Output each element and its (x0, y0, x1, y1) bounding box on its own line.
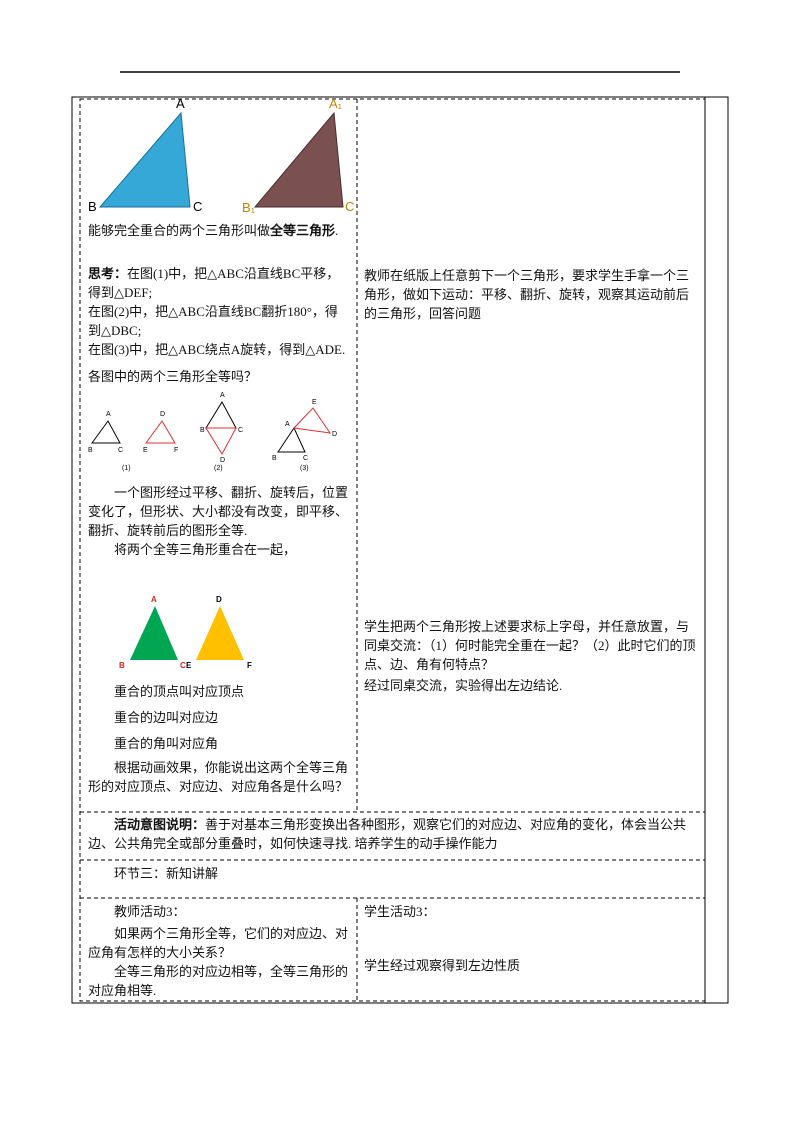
fig-label: B (119, 661, 125, 670)
fig-label: E (186, 661, 192, 670)
paragraph: 将两个全等三角形重合在一起， (114, 542, 297, 557)
paragraph: 根据动画效果，你能说出这两个全等三角形的对应顶点、对应边、对应角各是什么吗？ (88, 760, 349, 794)
triangle-abc (98, 111, 191, 208)
fig-label: A (176, 96, 185, 111)
fig-label: B (88, 199, 97, 214)
fig-label: B₁ (242, 200, 256, 215)
paragraph: 重合的角叫对应角 (114, 736, 219, 751)
fig-label: B (200, 427, 205, 434)
text: . (335, 223, 339, 238)
table-borders (71, 96, 729, 1004)
fig-label: A (285, 421, 290, 428)
fig-label: A (106, 411, 111, 418)
fig-caption: (1) (122, 465, 131, 472)
intent: 活动意图说明：善于对基本三角形变换出各种图形，观察它们的对应边、对应角的变化，体… (88, 815, 700, 853)
fig-caption: (3) (300, 465, 309, 472)
paragraph: 全等三角形的对应边相等，全等三角形的对应角相等. (88, 964, 349, 998)
text: 善于对基本三角形变换出各种图形，观察它们的对应边、对应角的变化，体会当公共边、公… (88, 817, 687, 851)
fig-label: B (272, 455, 277, 462)
fig-label: C (118, 447, 123, 454)
think-line: 各图中的两个三角形全等吗？ (88, 369, 258, 384)
term: 全等三角形 (270, 223, 336, 238)
definition: 能够完全重合的两个三角形叫做全等三角形. (88, 221, 350, 240)
paragraph: 教师在纸版上任意剪下一个三角形，要求学生手拿一个三角形，做如下运动：平移、翻折、… (364, 268, 690, 321)
student-title: 学生活动3： (364, 904, 436, 919)
fig-label: A (220, 392, 225, 399)
fig-label: F (247, 661, 252, 670)
teacher-title: 教师活动3： (114, 904, 186, 919)
paragraph: 重合的边叫对应边 (114, 710, 219, 725)
fig-label: E (143, 447, 148, 454)
text: 能够完全重合的两个三角形叫做 (88, 223, 271, 238)
fig-label: D (160, 411, 165, 418)
fig-label: D (332, 431, 337, 438)
fig-label: E (312, 399, 317, 406)
fig-label: A₁ (329, 96, 343, 111)
fig-label: B (88, 447, 93, 454)
fig-label: D (220, 457, 225, 464)
paragraph: 一个图形经过平移、翻折、旋转后，位置变化了，但形状、大小都没有改变，即平移、翻折… (88, 485, 349, 538)
think-line: 在图(2)中，把△ABC沿直线BC翻折180°，得到△DBC; (88, 304, 338, 338)
triangle-a1b1c (253, 111, 344, 208)
text: 在图(1)中，把△ABC沿直线BC平移，得到△DEF; (88, 266, 340, 300)
fig-label: F (174, 447, 178, 454)
fig-label: C (303, 455, 308, 462)
section-title: 环节三：新知讲解 (114, 866, 219, 881)
paragraph: 经过同桌交流，实验得出左边结论. (364, 678, 563, 693)
paragraph: 如果两个三角形全等，它们的对应边、对应角有怎样的大小关系？ (88, 926, 349, 960)
triangle-yellow (196, 606, 244, 660)
paragraph: 学生经过观察得到左边性质 (364, 958, 521, 973)
triangle-green (130, 606, 178, 660)
paragraph: 学生把两个三角形按上述要求标上字母，并任意放置，与同桌交流：（1）何时能完全重在… (364, 619, 696, 672)
fig-label: A (151, 595, 157, 604)
think-label: 思考： (88, 266, 128, 281)
fig-label: C (238, 427, 243, 434)
paragraph: 重合的顶点叫对应顶点 (114, 684, 245, 699)
intent-label: 活动意图说明： (114, 817, 206, 832)
fig-label: C (180, 661, 186, 670)
fig-label: D (216, 595, 222, 604)
think: 思考：在图(1)中，把△ABC沿直线BC平移，得到△DEF; (88, 264, 350, 302)
fig-label: C (193, 199, 202, 214)
think-line: 在图(3)中，把△ABC绕点A旋转，得到△ADE. (88, 342, 346, 357)
fig-caption: (2) (214, 465, 223, 472)
fig-label: C (345, 199, 354, 214)
